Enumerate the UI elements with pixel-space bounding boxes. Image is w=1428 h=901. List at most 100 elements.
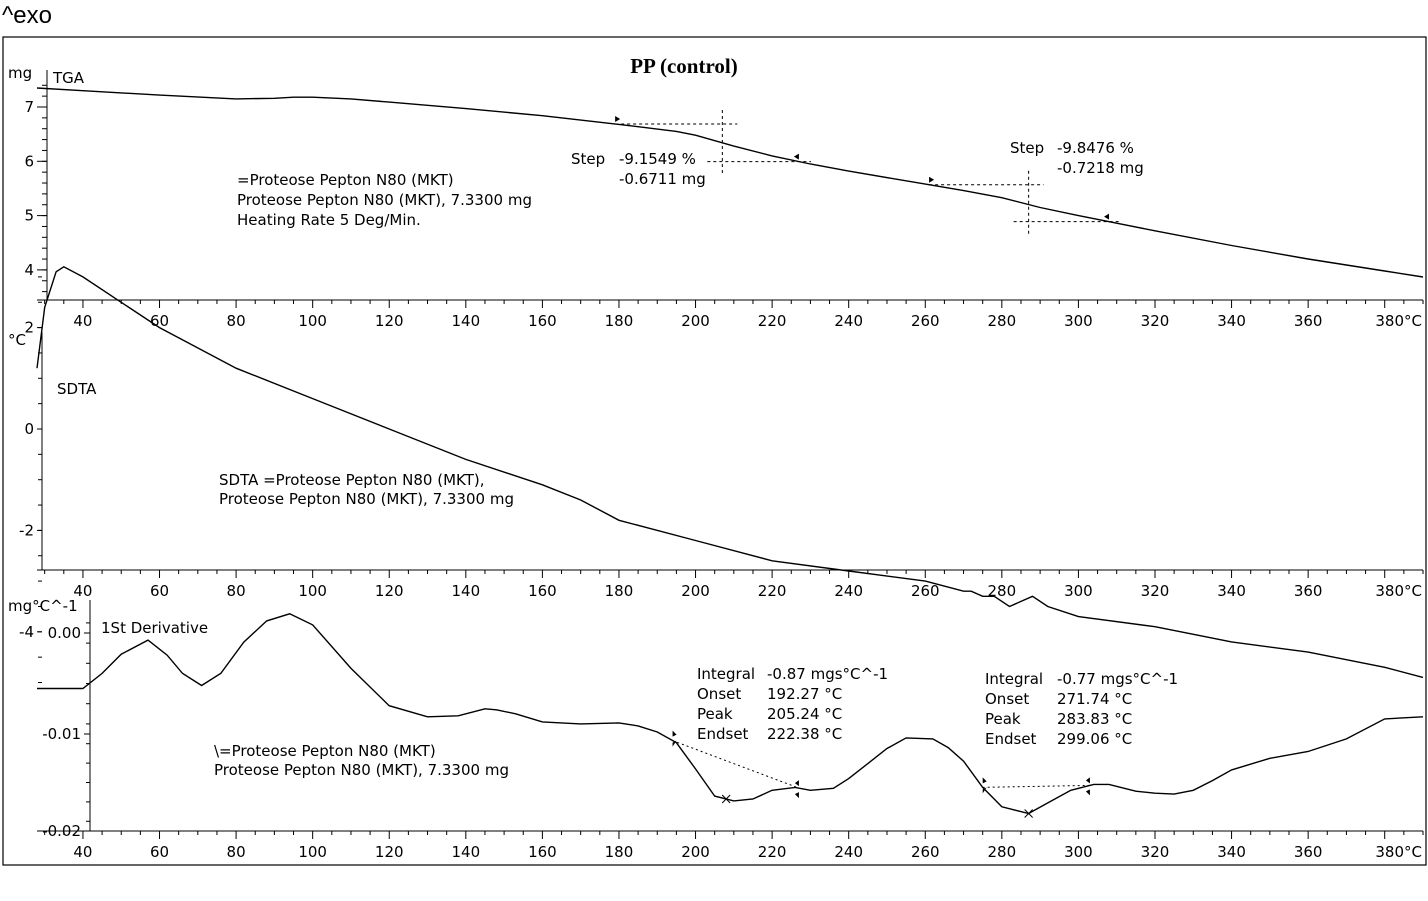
sdta-x-tick-label: 220 bbox=[758, 582, 787, 600]
sdta-x-tick-label: 380°C bbox=[1375, 582, 1422, 600]
tga-annotation-line: Heating Rate 5 Deg/Min. bbox=[237, 211, 421, 229]
tga-x-tick-label: 220 bbox=[758, 312, 787, 330]
derivative-x-tick-label: 140 bbox=[451, 843, 480, 861]
peak-result-label: Peak bbox=[697, 705, 733, 723]
peak-result-label: Integral bbox=[697, 665, 755, 683]
peak-result-value: 205.24 °C bbox=[767, 705, 842, 723]
step-limit-marker bbox=[615, 115, 621, 122]
tga-y-tick-label: 4 bbox=[24, 261, 34, 279]
derivative-x-tick-label: 180 bbox=[605, 843, 634, 861]
peak-result-value: 271.74 °C bbox=[1057, 690, 1132, 708]
peak-cross-marker bbox=[721, 794, 731, 804]
tga-x-tick-label: 360 bbox=[1294, 312, 1323, 330]
step-label: Step bbox=[571, 150, 605, 168]
derivative-x-tick-label: 60 bbox=[150, 843, 169, 861]
derivative-x-tick-label: 120 bbox=[375, 843, 404, 861]
derivative-x-tick-label: 340 bbox=[1217, 843, 1246, 861]
sdta-x-tick-label: 40 bbox=[73, 582, 92, 600]
step-percent: -9.8476 % bbox=[1057, 139, 1134, 157]
tga-annotation-line: Proteose Pepton N80 (MKT), 7.3300 mg bbox=[237, 191, 532, 209]
peak-result-value: 299.06 °C bbox=[1057, 730, 1132, 748]
figure-frame bbox=[2, 36, 1427, 866]
sdta-y-tick-label: 2 bbox=[24, 319, 34, 337]
tga-series-label: TGA bbox=[52, 69, 85, 87]
derivative-annotation-line: Proteose Pepton N80 (MKT), 7.3300 mg bbox=[214, 761, 509, 779]
tga-curve bbox=[36, 87, 1424, 278]
peak-result-value: 192.27 °C bbox=[767, 685, 842, 703]
tga-x-tick-label: 300 bbox=[1064, 312, 1093, 330]
sdta-series-label: SDTA bbox=[57, 380, 97, 398]
sdta-x-tick-label: 300 bbox=[1064, 582, 1093, 600]
sdta-x-tick-label: 100 bbox=[298, 582, 327, 600]
derivative-series-label: 1St Derivative bbox=[101, 619, 208, 637]
step-mass: -0.7218 mg bbox=[1057, 159, 1144, 177]
peak-result-value: -0.87 mgs°C^-1 bbox=[767, 665, 888, 683]
peak-cross-marker bbox=[1024, 809, 1033, 818]
tga-x-tick-label: 340 bbox=[1217, 312, 1246, 330]
derivative-x-tick-label: 360 bbox=[1294, 843, 1323, 861]
peak-result-value: 283.83 °C bbox=[1057, 710, 1132, 728]
peak-limit-marker bbox=[794, 780, 799, 799]
step-label: Step bbox=[1010, 139, 1044, 157]
tga-x-tick-label: 200 bbox=[681, 312, 710, 330]
sdta-x-tick-label: 80 bbox=[227, 582, 246, 600]
step-percent: -9.1549 % bbox=[619, 150, 696, 168]
tga-y-unit: mg bbox=[8, 64, 32, 82]
peak-result-label: Peak bbox=[985, 710, 1021, 728]
sdta-y-tick-label: 0 bbox=[24, 420, 34, 438]
peak-limit-marker bbox=[1085, 777, 1090, 796]
sdta-x-tick-label: 160 bbox=[528, 582, 557, 600]
sdta-y-tick-label: -2 bbox=[19, 521, 34, 539]
tga-x-tick-label: 60 bbox=[150, 312, 169, 330]
tga-x-tick-label: 160 bbox=[528, 312, 557, 330]
tga-x-tick-label: 280 bbox=[988, 312, 1017, 330]
tga-x-tick-label: 100 bbox=[298, 312, 327, 330]
tga-x-tick-label: 140 bbox=[451, 312, 480, 330]
sdta-x-tick-label: 320 bbox=[1141, 582, 1170, 600]
peak-result-value: -0.77 mgs°C^-1 bbox=[1057, 670, 1178, 688]
derivative-panel: mg°C^-1 1St Derivative 40 60 80 100 120 140 160 1… bbox=[8, 597, 1424, 861]
derivative-y-tick-label: -0.02 bbox=[42, 822, 81, 840]
sdta-x-tick-label: 340 bbox=[1217, 582, 1246, 600]
derivative-x-tick-label: 280 bbox=[988, 843, 1017, 861]
peak-result-label: Onset bbox=[697, 685, 741, 703]
tga-x-tick-label: 320 bbox=[1141, 312, 1170, 330]
sdta-x-tick-label: 280 bbox=[988, 582, 1017, 600]
tga-y-tick-label: 7 bbox=[24, 98, 34, 116]
derivative-x-tick-label: 300 bbox=[1064, 843, 1093, 861]
sdta-x-tick-label: 120 bbox=[375, 582, 404, 600]
derivative-x-tick-label: 380°C bbox=[1375, 843, 1422, 861]
derivative-x-tick-label: 160 bbox=[528, 843, 557, 861]
step-mass: -0.6711 mg bbox=[619, 170, 706, 188]
peak-limit-marker bbox=[672, 730, 677, 747]
tga-annotation-line: =Proteose Pepton N80 (MKT) bbox=[237, 171, 454, 189]
sdta-y-tick-label: -4 bbox=[19, 623, 34, 641]
tga-x-tick-label: 240 bbox=[834, 312, 863, 330]
derivative-x-tick-label: 240 bbox=[834, 843, 863, 861]
sdta-y-unit: °C bbox=[8, 331, 26, 349]
sdta-curve bbox=[36, 265, 1424, 679]
tga-y-tick-label: 5 bbox=[24, 207, 34, 225]
peak-result-label: Endset bbox=[985, 730, 1037, 748]
derivative-x-tick-label: 220 bbox=[758, 843, 787, 861]
peak-result-label: Onset bbox=[985, 690, 1029, 708]
derivative-x-tick-label: 100 bbox=[298, 843, 327, 861]
tga-x-tick-label: 120 bbox=[375, 312, 404, 330]
sdta-x-tick-label: 180 bbox=[605, 582, 634, 600]
sdta-x-tick-label: 360 bbox=[1294, 582, 1323, 600]
sdta-annotation-line: SDTA =Proteose Pepton N80 (MKT), bbox=[219, 471, 484, 489]
derivative-annotation-line: \=Proteose Pepton N80 (MKT) bbox=[214, 742, 436, 760]
tga-x-tick-label: 260 bbox=[911, 312, 940, 330]
derivative-y-tick-label: 0.00 bbox=[48, 624, 81, 642]
tga-x-tick-label: 80 bbox=[227, 312, 246, 330]
sdta-annotation-line: Proteose Pepton N80 (MKT), 7.3300 mg bbox=[219, 490, 514, 508]
tga-panel: PP (control) mg TGA 40 60 80 100 120 140 160 180 20… bbox=[8, 54, 1424, 330]
peak-result-label: Integral bbox=[985, 670, 1043, 688]
derivative-x-tick-label: 80 bbox=[227, 843, 246, 861]
derivative-x-tick-label: 40 bbox=[73, 843, 92, 861]
peak-result-value: 222.38 °C bbox=[767, 725, 842, 743]
derivative-x-tick-label: 200 bbox=[681, 843, 710, 861]
tga-x-tick-label: 40 bbox=[73, 312, 92, 330]
peak-result-label: Endset bbox=[697, 725, 749, 743]
